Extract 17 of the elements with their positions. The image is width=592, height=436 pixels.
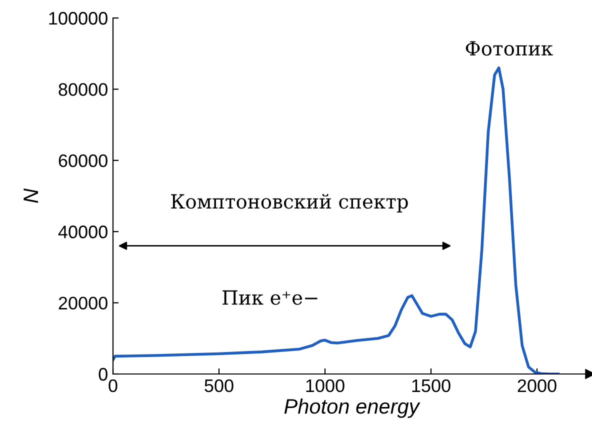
annotation: Комптоновский спектр (171, 194, 408, 213)
y-tick-label: 0 (98, 368, 108, 381)
x-tick-label: 500 (204, 379, 234, 392)
y-tick-label: 40000 (58, 226, 108, 238)
y-tick-label: 20000 (58, 296, 108, 310)
y-tick-label: 60000 (58, 154, 108, 168)
y-tick-label: 100000 (49, 12, 108, 25)
annotation: Пик e⁺e− (222, 290, 318, 305)
x-tick-label: 2000 (518, 379, 556, 392)
x-tick-label: 1500 (412, 379, 450, 392)
x-tick-label: 0 (108, 379, 118, 392)
y-axis-title: N (24, 188, 38, 203)
line-series (113, 66, 560, 374)
annotation: Фотопик (466, 41, 553, 56)
x-axis-title: Photon energy (284, 398, 420, 418)
y-tick-label: 80000 (58, 83, 108, 96)
x-tick-label: 1000 (306, 379, 344, 392)
